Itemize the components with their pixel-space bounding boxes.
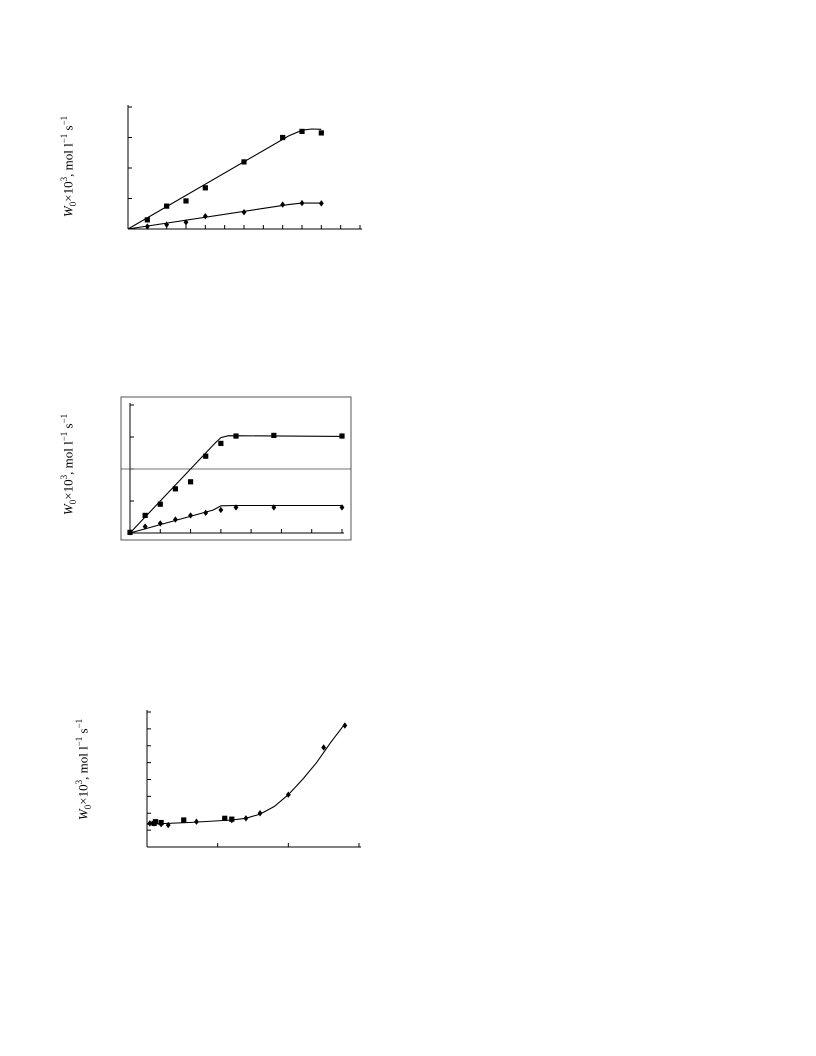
data-point-square	[339, 433, 345, 439]
data-point-square	[299, 128, 305, 134]
data-point-diamond	[173, 516, 178, 523]
data-point-diamond	[127, 529, 133, 536]
data-point-diamond	[158, 821, 164, 828]
y-label-exp: 3	[59, 474, 70, 480]
data-point-diamond	[203, 509, 209, 517]
chart-2-plot	[120, 396, 352, 541]
chart-3: W0×103, mol l−1 s−1	[74, 700, 395, 860]
data-point-square	[202, 185, 208, 191]
y-label-unit-a-exp: −1	[74, 736, 85, 747]
y-label-symbol: W	[75, 809, 91, 821]
y-label-mid: ×10	[60, 181, 76, 202]
fit-line-series-2	[127, 202, 322, 230]
y-label-mid: ×10	[60, 479, 76, 500]
data-point-diamond	[241, 209, 247, 216]
data-point-diamond	[233, 504, 239, 511]
chart-3-plot	[146, 710, 361, 848]
data-point-diamond	[229, 816, 235, 824]
data-point-square	[241, 159, 247, 165]
data-point-square	[181, 817, 187, 823]
y-label-mid: ×10	[75, 784, 91, 805]
data-point-diamond	[285, 791, 291, 798]
data-point-square	[222, 815, 228, 821]
data-point-diamond	[299, 199, 305, 207]
y-label-unit-b: s	[60, 423, 76, 432]
y-label-unit-a-exp: −1	[59, 431, 70, 442]
data-point-diamond	[271, 504, 277, 511]
y-label-exp: 3	[74, 779, 85, 785]
y-label-unit-a: , mol l	[75, 746, 91, 780]
data-point-diamond	[188, 512, 193, 519]
fit-line-series-2	[146, 723, 346, 825]
data-point-diamond	[280, 201, 286, 208]
data-point-diamond	[165, 821, 171, 829]
data-point-diamond	[151, 820, 157, 827]
data-point-square	[144, 217, 150, 223]
y-label-unit-a: , mol l	[60, 143, 76, 177]
chart-2: W0×103, mol l−1 s−1	[59, 390, 380, 550]
data-point-diamond	[321, 744, 327, 751]
y-label-sub: 0	[68, 201, 79, 207]
data-point-square	[142, 512, 148, 518]
data-point-square	[280, 134, 286, 141]
plot-frame	[120, 396, 352, 541]
y-label-exp: 3	[59, 176, 70, 182]
data-point-square	[152, 819, 159, 825]
data-point-square	[271, 432, 277, 438]
data-point-square	[187, 479, 194, 485]
data-point-square	[157, 501, 163, 507]
y-label-sub: 0	[68, 499, 79, 505]
chart-1: W0×103, mol l−1 s−1	[59, 95, 380, 245]
y-label-symbol: W	[60, 504, 76, 516]
y-label-sub: 0	[83, 804, 94, 810]
data-point-diamond	[218, 506, 224, 514]
data-point-square	[233, 433, 239, 439]
data-point-diamond	[257, 810, 263, 817]
y-axis-label: W0×103, mol l−1 s−1	[59, 414, 78, 515]
y-label-unit-b: s	[75, 728, 91, 737]
fit-line-series-2	[129, 504, 342, 534]
data-point-diamond	[147, 820, 153, 827]
y-label-unit-b: s	[60, 125, 76, 134]
data-point-diamond	[194, 818, 199, 825]
data-point-diamond	[342, 722, 348, 729]
y-axis-label: W0×103, mol l−1 s−1	[74, 719, 93, 820]
data-point-diamond	[339, 504, 345, 511]
y-label-unit-b-exp: −1	[59, 413, 70, 424]
data-point-square	[183, 198, 189, 204]
data-point-square	[318, 130, 324, 136]
data-point-diamond	[164, 221, 170, 228]
y-label-unit-a: , mol l	[60, 441, 76, 475]
data-point-diamond	[144, 223, 150, 230]
data-point-square	[218, 440, 224, 446]
data-point-diamond	[318, 200, 324, 207]
data-point-square	[203, 453, 209, 459]
y-label-unit-b-exp: −1	[74, 718, 85, 729]
y-axis-label: W0×103, mol l−1 s−1	[59, 116, 78, 217]
chart-1-plot	[127, 105, 362, 230]
data-point-square	[172, 486, 179, 492]
y-label-symbol: W	[60, 206, 76, 218]
fit-line-series-1	[129, 435, 343, 534]
data-point-square	[164, 203, 170, 209]
y-label-unit-a-exp: −1	[59, 133, 70, 144]
data-point-diamond	[202, 212, 208, 220]
data-point-diamond	[183, 219, 189, 226]
data-point-diamond	[243, 815, 249, 822]
y-label-unit-b-exp: −1	[59, 115, 70, 126]
